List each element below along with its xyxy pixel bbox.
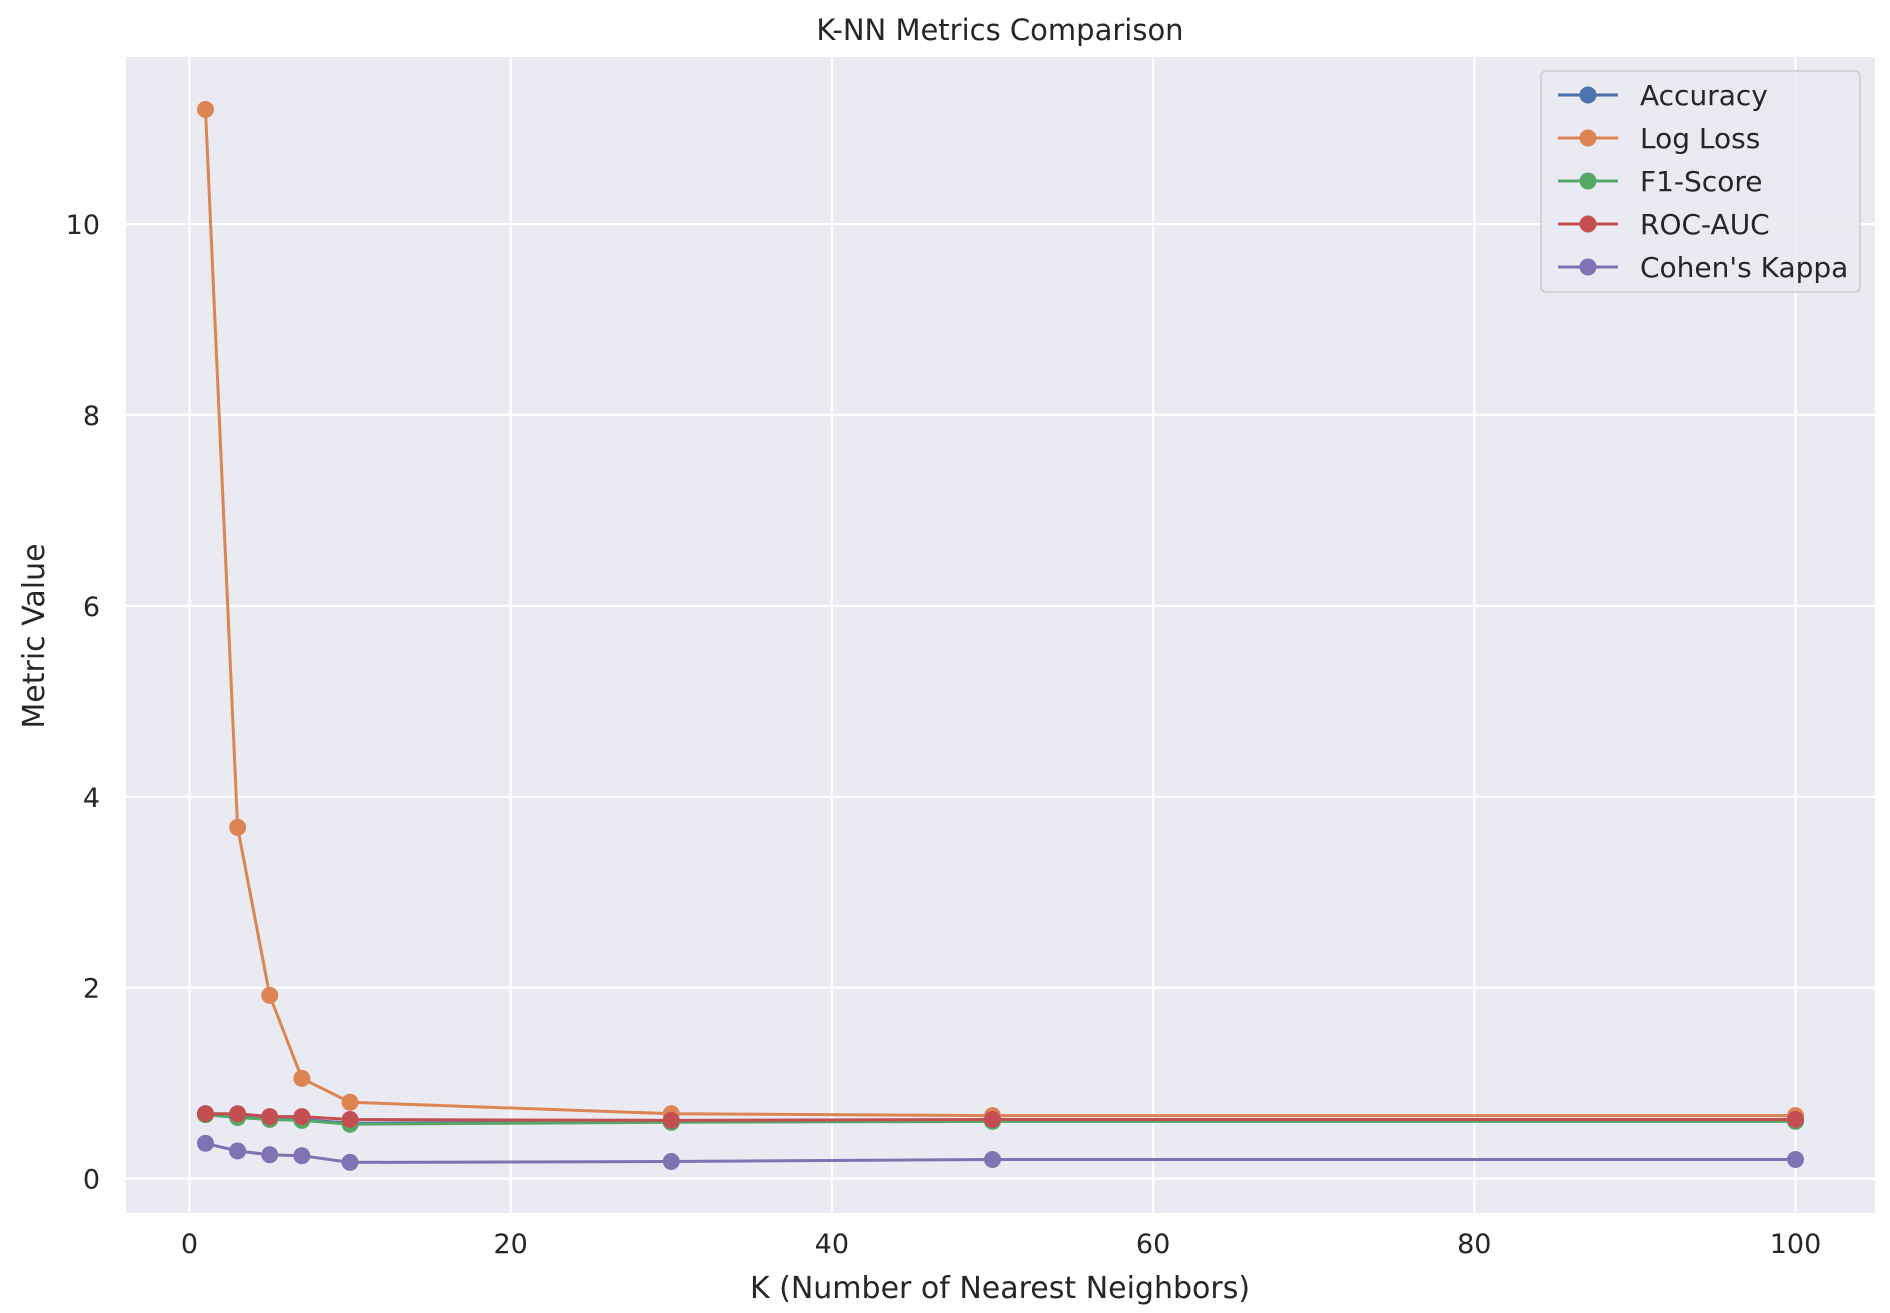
legend-frame	[1540, 70, 1861, 293]
data-point-roc-auc	[229, 1105, 247, 1123]
data-point-cohen-s-kappa	[197, 1134, 214, 1152]
x-tick-label: 60	[1136, 1229, 1170, 1260]
series-line-log-loss	[204, 108, 1797, 1118]
y-tick-label: 8	[83, 401, 100, 432]
legend-label: ROC-AUC	[1640, 208, 1770, 241]
legend-swatch-marker	[1579, 215, 1597, 233]
series-layer	[197, 101, 1804, 1171]
legend-swatch-marker	[1579, 258, 1597, 276]
x-tick-label: 0	[181, 1229, 198, 1260]
legend-label: Cohen's Kappa	[1640, 251, 1848, 284]
data-point-cohen-s-kappa	[341, 1153, 359, 1171]
y-tick-label: 0	[83, 1165, 100, 1196]
legend-item-roc-auc: ROC-AUC	[1558, 208, 1770, 241]
series-roc-auc	[197, 1105, 1804, 1129]
x-tick-label: 40	[815, 1229, 849, 1260]
y-tick-label: 10	[66, 210, 100, 241]
data-point-roc-auc	[662, 1111, 680, 1129]
data-point-cohen-s-kappa	[662, 1152, 680, 1170]
chart-title: K-NN Metrics Comparison	[816, 13, 1183, 47]
data-point-cohen-s-kappa	[983, 1151, 1001, 1169]
y-ticks: 0 2 4 6 8 10	[66, 210, 100, 1196]
grid	[126, 57, 1875, 1213]
data-point-roc-auc	[983, 1110, 1001, 1128]
data-point-log-loss	[261, 986, 279, 1004]
y-tick-label: 4	[83, 783, 100, 814]
x-tick-label: 80	[1457, 1229, 1491, 1260]
legend-item-cohen-s-kappa: Cohen's Kappa	[1558, 251, 1848, 284]
legend-label: F1-Score	[1640, 165, 1762, 198]
data-point-log-loss	[197, 101, 214, 119]
data-point-roc-auc	[261, 1108, 279, 1126]
data-point-cohen-s-kappa	[229, 1142, 247, 1160]
legend-item-log-loss: Log Loss	[1558, 122, 1760, 155]
data-point-roc-auc	[197, 1105, 214, 1123]
data-point-roc-auc	[293, 1108, 311, 1126]
y-axis-label: Metric Value	[17, 543, 52, 728]
legend-label: Accuracy	[1640, 79, 1768, 112]
legend: Accuracy Log Loss F1-Score ROC-AUC Cohen's K…	[1540, 70, 1861, 293]
data-point-cohen-s-kappa	[261, 1146, 279, 1164]
data-point-log-loss	[293, 1069, 311, 1087]
legend-label: Log Loss	[1640, 122, 1760, 155]
x-tick-label: 100	[1770, 1229, 1822, 1260]
legend-swatch-marker	[1579, 172, 1597, 190]
data-point-roc-auc	[341, 1110, 359, 1128]
legend-item-f1-score: F1-Score	[1558, 165, 1762, 198]
x-ticks: 0 20 40 60 80 100	[181, 1229, 1821, 1260]
data-point-roc-auc	[1787, 1110, 1804, 1128]
x-axis-label: K (Number of Nearest Neighbors)	[750, 1271, 1250, 1306]
data-point-log-loss	[229, 818, 247, 836]
data-point-cohen-s-kappa	[293, 1147, 311, 1165]
legend-swatch-marker	[1579, 129, 1597, 147]
legend-item-accuracy: Accuracy	[1558, 79, 1768, 112]
x-tick-label: 20	[493, 1229, 527, 1260]
data-point-cohen-s-kappa	[1787, 1151, 1804, 1169]
legend-swatch-marker	[1579, 86, 1597, 104]
series-cohen-s-kappa	[197, 1134, 1804, 1171]
y-tick-label: 2	[83, 974, 100, 1005]
y-tick-label: 6	[83, 592, 100, 623]
data-point-log-loss	[341, 1093, 359, 1111]
